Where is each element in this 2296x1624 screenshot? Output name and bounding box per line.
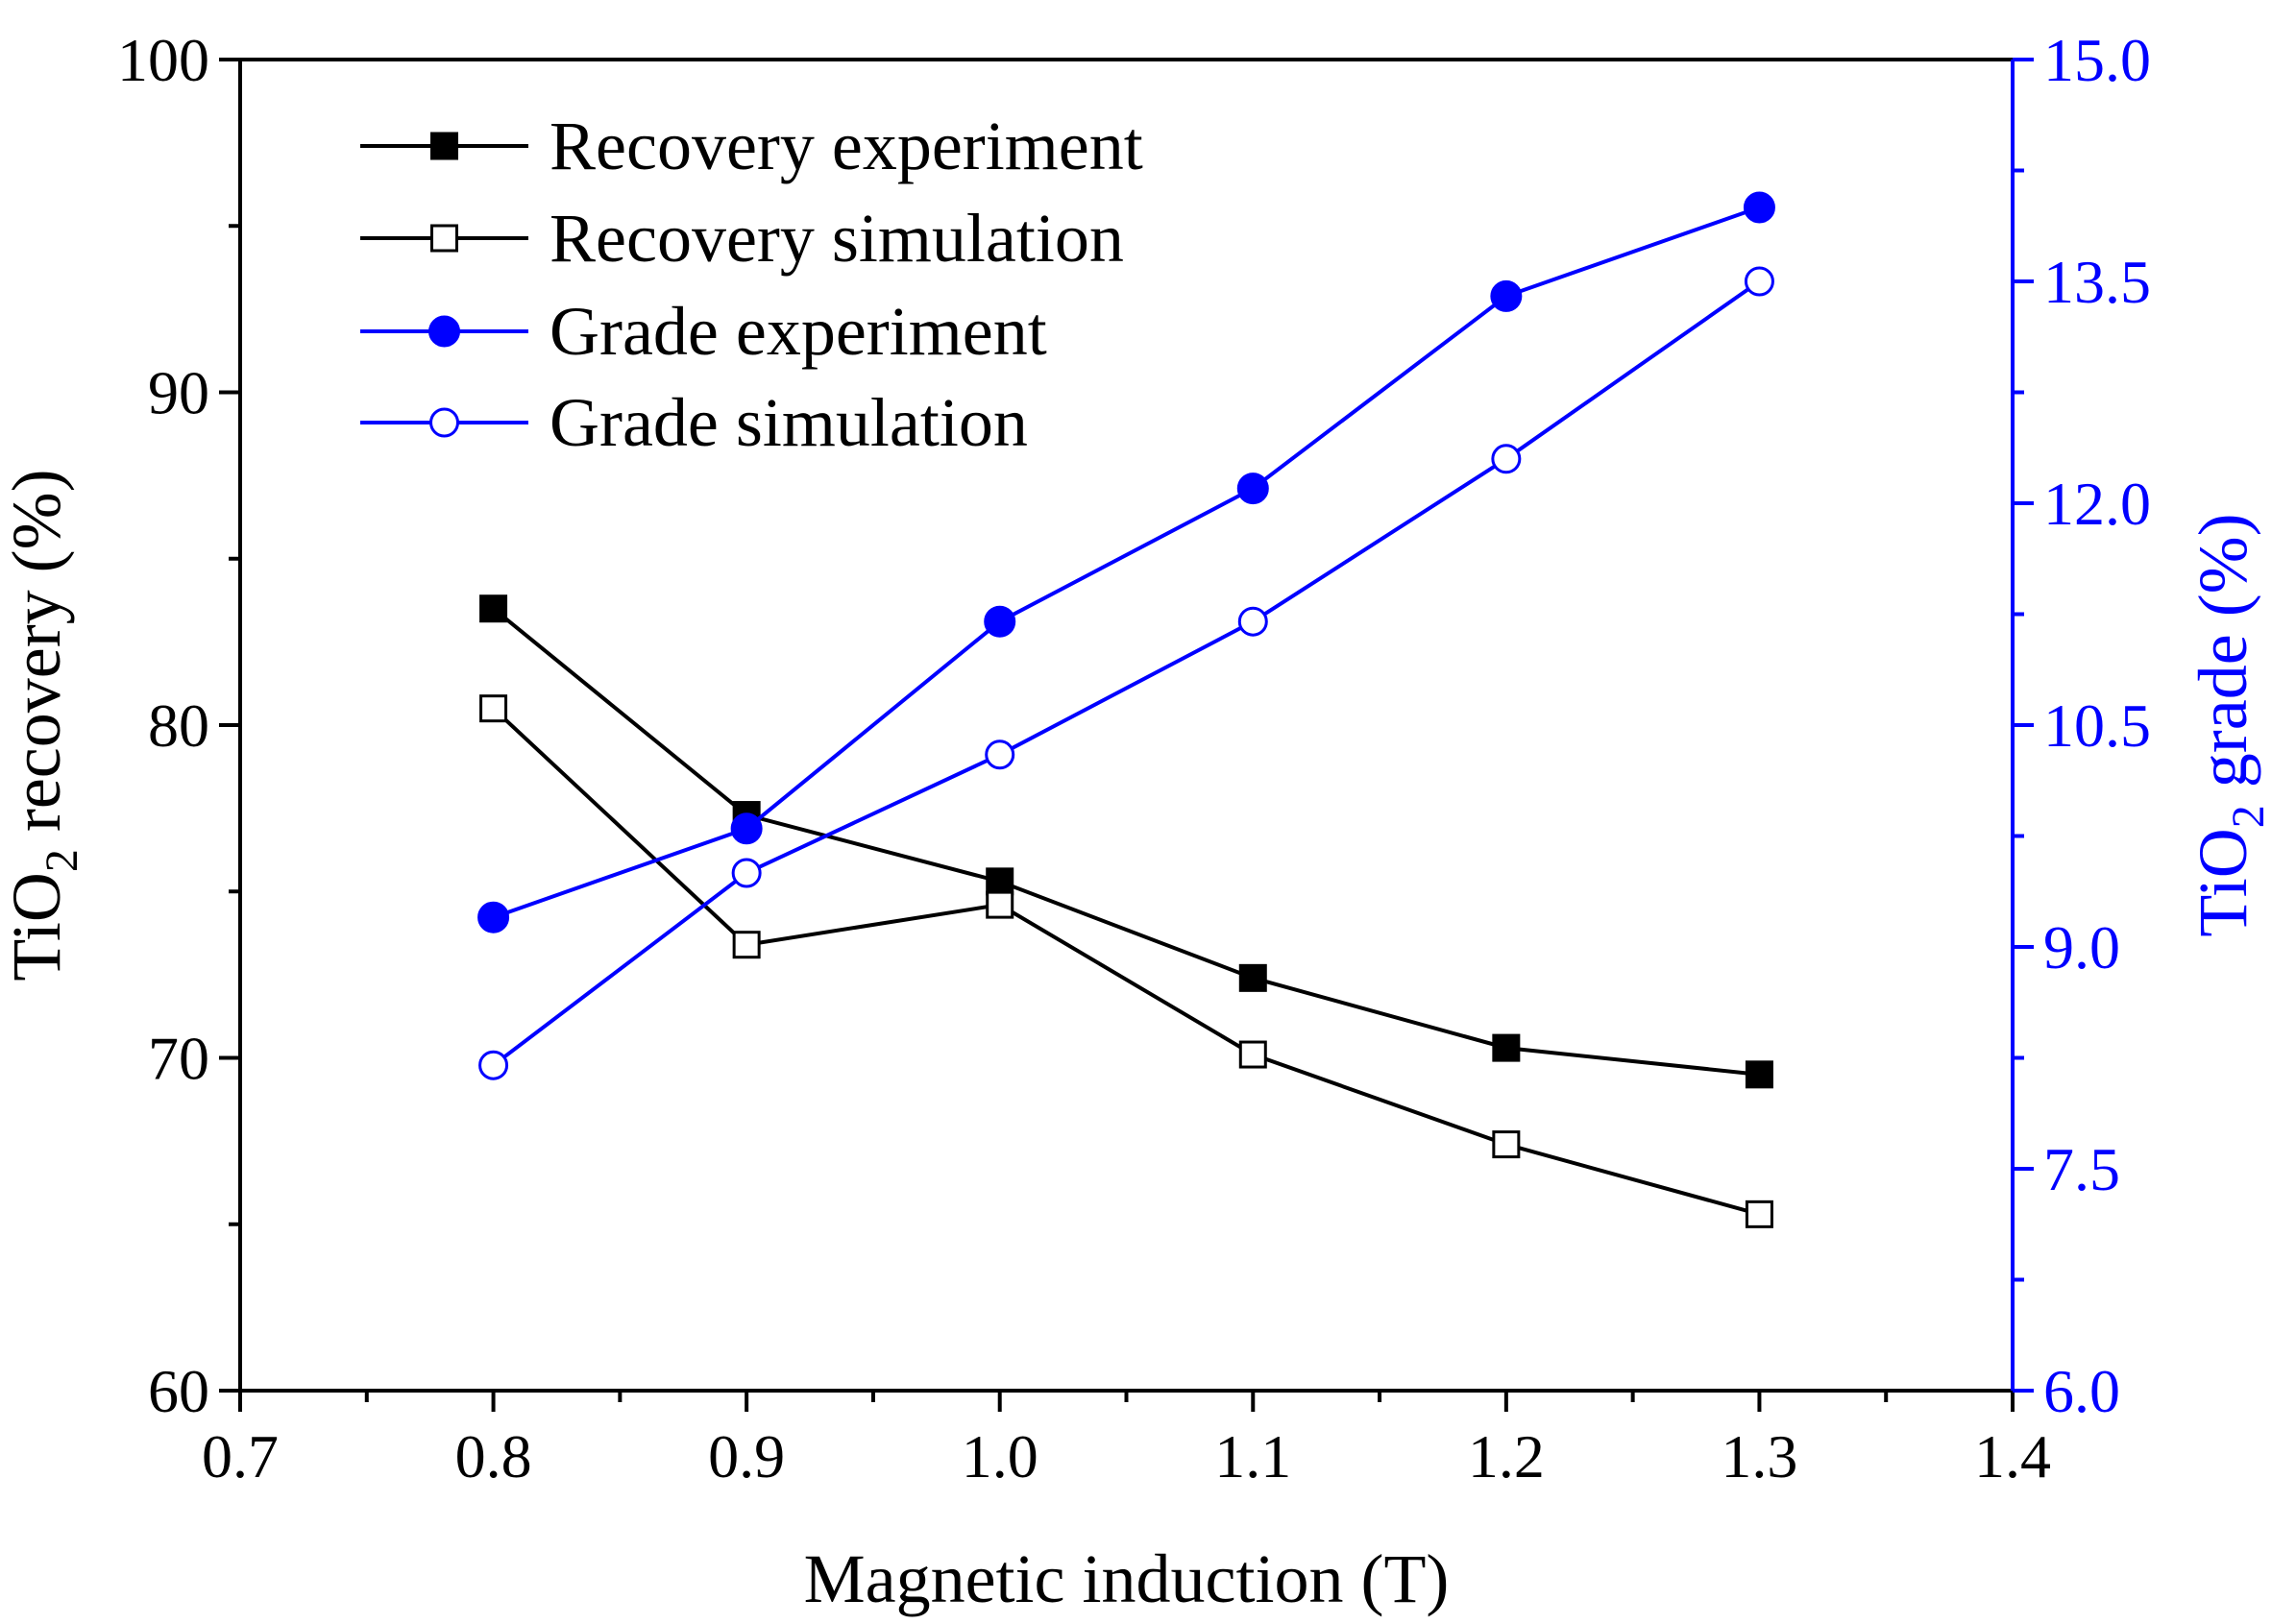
x-tick-label: 0.7 [202, 1422, 279, 1491]
y2-tick-label: 6.0 [2043, 1357, 2120, 1425]
data-point [478, 1050, 509, 1080]
y2-tick-label: 9.0 [2043, 913, 2120, 982]
data-point [479, 594, 508, 623]
legend-entry: Recovery simulation [360, 200, 1124, 277]
y-axis-title-group: TiO2 recovery (%) [0, 469, 87, 981]
series-line [492, 279, 1761, 1067]
data-point [731, 858, 762, 888]
data-point [1237, 606, 1268, 637]
data-point [732, 931, 761, 959]
series-line [492, 607, 1760, 1077]
series-0 [479, 594, 1773, 1089]
data-point [1490, 279, 1523, 312]
data-point [1744, 266, 1774, 297]
y-tick-label: 90 [148, 359, 209, 427]
data-point [984, 605, 1016, 638]
legend-entry: Grade simulation [360, 384, 1028, 461]
data-point [1238, 963, 1267, 992]
x-tick-label: 1.2 [1468, 1422, 1545, 1491]
data-point [479, 694, 508, 723]
y-axis-title-suffix: recovery (%) [0, 469, 75, 849]
y2-axis-title-group: TiO2 grade (%) [2185, 513, 2274, 936]
y2-axis-title-suffix: grade (%) [2185, 513, 2261, 805]
series-1 [479, 694, 1773, 1228]
data-point [985, 739, 1015, 770]
legend-entry: Grade experiment [360, 293, 1047, 370]
legend-entry: Recovery experiment [360, 108, 1143, 184]
data-point [986, 890, 1014, 919]
data-point [1238, 1040, 1267, 1069]
x-tick-label: 1.0 [962, 1422, 1038, 1491]
legend-label: Grade simulation [550, 384, 1028, 461]
x-tick-label: 0.9 [708, 1422, 785, 1491]
legend-label: Recovery simulation [550, 200, 1124, 277]
x-tick-label: 0.8 [455, 1422, 532, 1491]
y2-axis-title: TiO2 grade (%) [2185, 513, 2274, 936]
y-axis-title-prefix: TiO [0, 872, 75, 981]
y-tick-label: 70 [148, 1025, 209, 1093]
y-tick-label: 60 [148, 1357, 209, 1425]
legend-label: Grade experiment [550, 293, 1047, 370]
y2-tick-label: 15.0 [2043, 26, 2151, 94]
series-2 [477, 191, 1775, 933]
data-point [1491, 444, 1522, 474]
y2-tick-label: 10.5 [2043, 691, 2151, 760]
data-point [1743, 191, 1775, 224]
data-point [1492, 1033, 1521, 1062]
data-point [1745, 1200, 1773, 1228]
series-line [492, 206, 1761, 920]
y-axis-title: TiO2 recovery (%) [0, 469, 87, 981]
legend-label: Recovery experiment [550, 108, 1143, 184]
data-point [1492, 1130, 1521, 1159]
data-point [730, 812, 763, 845]
data-point [477, 901, 510, 933]
legend-marker [430, 132, 458, 160]
y2-axis-title-prefix: TiO [2185, 828, 2261, 936]
y2-tick-label: 12.0 [2043, 470, 2151, 538]
y2-tick-label: 13.5 [2043, 248, 2151, 316]
y2-axis-title-subscript: 2 [2223, 805, 2274, 828]
series-3 [478, 266, 1774, 1080]
y-axis-title-subscript: 2 [37, 849, 87, 872]
x-tick-label: 1.4 [1974, 1422, 2051, 1491]
y-tick-label: 100 [117, 26, 209, 94]
series-line [492, 707, 1760, 1217]
x-tick-label: 1.1 [1214, 1422, 1291, 1491]
data-point [986, 867, 1014, 896]
legend-marker [428, 315, 460, 348]
y-tick-label: 80 [148, 691, 209, 760]
legend-marker [430, 224, 458, 253]
data-point [1745, 1060, 1773, 1089]
data-point [1236, 473, 1269, 505]
legend-marker [429, 407, 459, 438]
x-axis-title: Magnetic induction (T) [804, 1540, 1450, 1617]
x-tick-label: 1.3 [1721, 1422, 1797, 1491]
y2-tick-label: 7.5 [2043, 1135, 2120, 1203]
